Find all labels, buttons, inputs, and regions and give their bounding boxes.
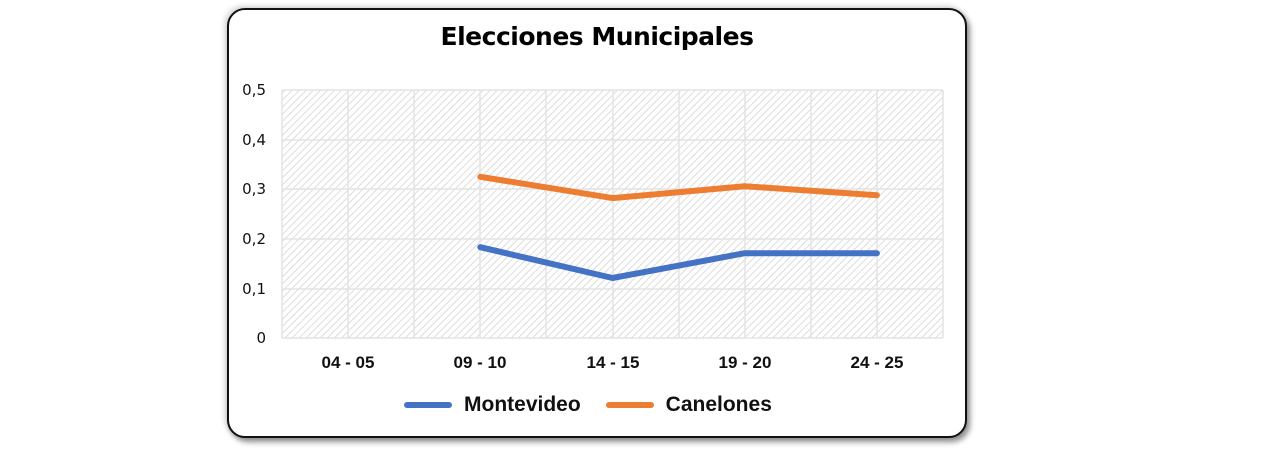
x-tick-label: 24 - 25: [850, 353, 904, 372]
legend: Montevideo Canelones: [404, 393, 797, 417]
legend-swatch-blue: [404, 402, 452, 408]
y-tick-label: 0,4: [242, 131, 266, 149]
y-tick-label: 0,3: [242, 180, 266, 198]
gridlines: [281, 89, 944, 339]
chart-title: Elecciones Municipales: [440, 22, 754, 51]
x-tick-label: 14 - 15: [586, 353, 640, 372]
legend-item-canelones[interactable]: Canelones: [605, 393, 772, 417]
series-line-canelones: [477, 173, 880, 202]
y-tick-label: 0,2: [242, 230, 266, 248]
x-tick-label: 19 - 20: [718, 353, 772, 372]
series-line-montevideo: [477, 244, 880, 281]
y-tick-label: 0: [256, 329, 266, 347]
x-tick-label: 09 - 10: [453, 353, 507, 372]
y-tick-label: 0,1: [242, 280, 266, 298]
legend-item-montevideo[interactable]: Montevideo: [404, 393, 581, 417]
y-tick-label: 0,5: [242, 81, 266, 99]
legend-label: Canelones: [665, 393, 772, 416]
legend-label: Montevideo: [464, 393, 581, 416]
x-tick-label: 04 - 05: [321, 353, 375, 372]
legend-swatch-orange: [605, 402, 654, 408]
